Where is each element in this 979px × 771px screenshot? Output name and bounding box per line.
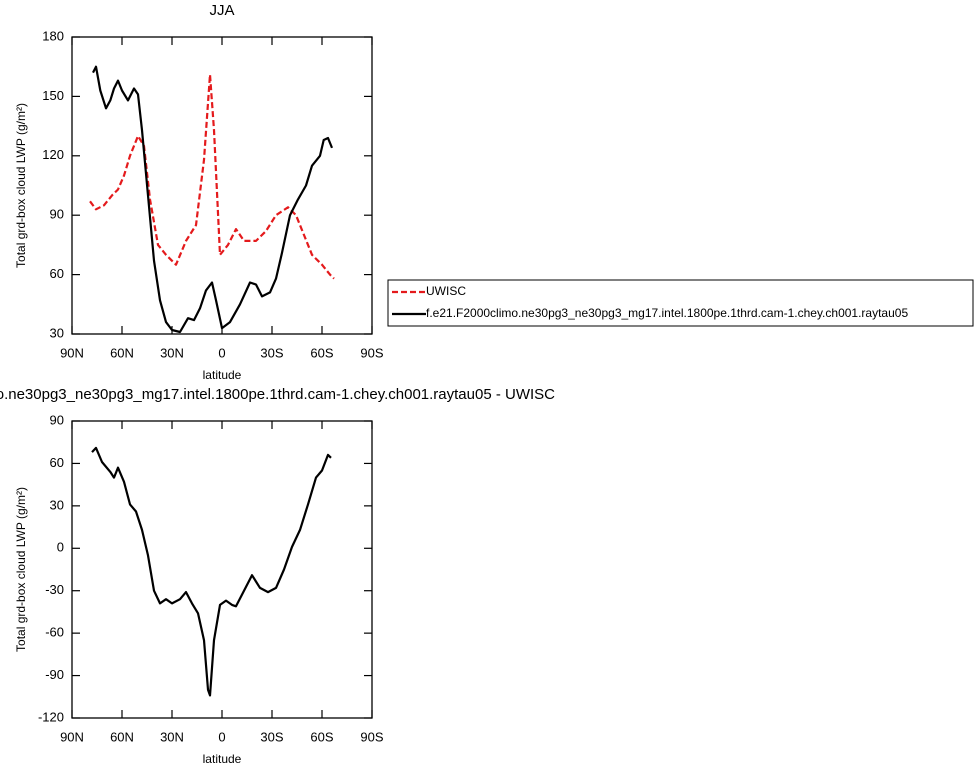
y-tick-label: -120 — [38, 709, 64, 724]
y-tick-label: 0 — [57, 540, 64, 555]
y-tick-label: -90 — [45, 667, 64, 682]
plot-frame — [71, 420, 373, 719]
x-tick-label: 0 — [218, 345, 225, 360]
x-tick-label: 30S — [260, 345, 283, 360]
series-line — [91, 446, 332, 697]
y-tick-label: 180 — [42, 28, 64, 43]
x-tick-label: 60S — [310, 345, 333, 360]
plot-frame — [71, 36, 373, 335]
legend-label: UWISC — [426, 284, 466, 298]
series-line — [92, 65, 334, 334]
y-tick-label: 60 — [50, 455, 64, 470]
y-tick-label: 30 — [50, 497, 64, 512]
y-axis-label: Total grd-box cloud LWP (g/m²) — [14, 487, 28, 652]
x-axis-label: latitude — [203, 368, 242, 382]
y-tick-label: 90 — [50, 412, 64, 427]
x-tick-label: 90N — [60, 345, 84, 360]
x-tick-label: 90N — [60, 729, 84, 744]
chart-title: f.e21.F2000climo.ne30pg3_ne30pg3_mg17.in… — [0, 386, 555, 403]
x-tick-label: 60S — [310, 729, 333, 744]
legend-box — [387, 279, 974, 327]
x-tick-label: 90S — [360, 729, 383, 744]
x-tick-label: 30N — [160, 345, 184, 360]
x-tick-label: 0 — [218, 729, 225, 744]
x-tick-label: 90S — [360, 345, 383, 360]
y-tick-label: -30 — [45, 582, 64, 597]
legend-label: f.e21.F2000climo.ne30pg3_ne30pg3_mg17.in… — [426, 306, 908, 320]
x-tick-label: 30S — [260, 729, 283, 744]
x-tick-label: 60N — [110, 345, 134, 360]
x-tick-label: 30N — [160, 729, 184, 744]
y-tick-label: 30 — [50, 325, 64, 340]
y-tick-label: 120 — [42, 147, 64, 162]
y-axis-label: Total grd-box cloud LWP (g/m²) — [14, 103, 28, 268]
chart-title: JJA — [209, 2, 234, 19]
y-tick-label: -60 — [45, 625, 64, 640]
x-axis-label: latitude — [203, 752, 242, 766]
y-tick-label: 60 — [50, 266, 64, 281]
y-tick-label: 150 — [42, 88, 64, 103]
y-tick-label: 90 — [50, 207, 64, 222]
series-line — [89, 73, 335, 280]
x-tick-label: 60N — [110, 729, 134, 744]
